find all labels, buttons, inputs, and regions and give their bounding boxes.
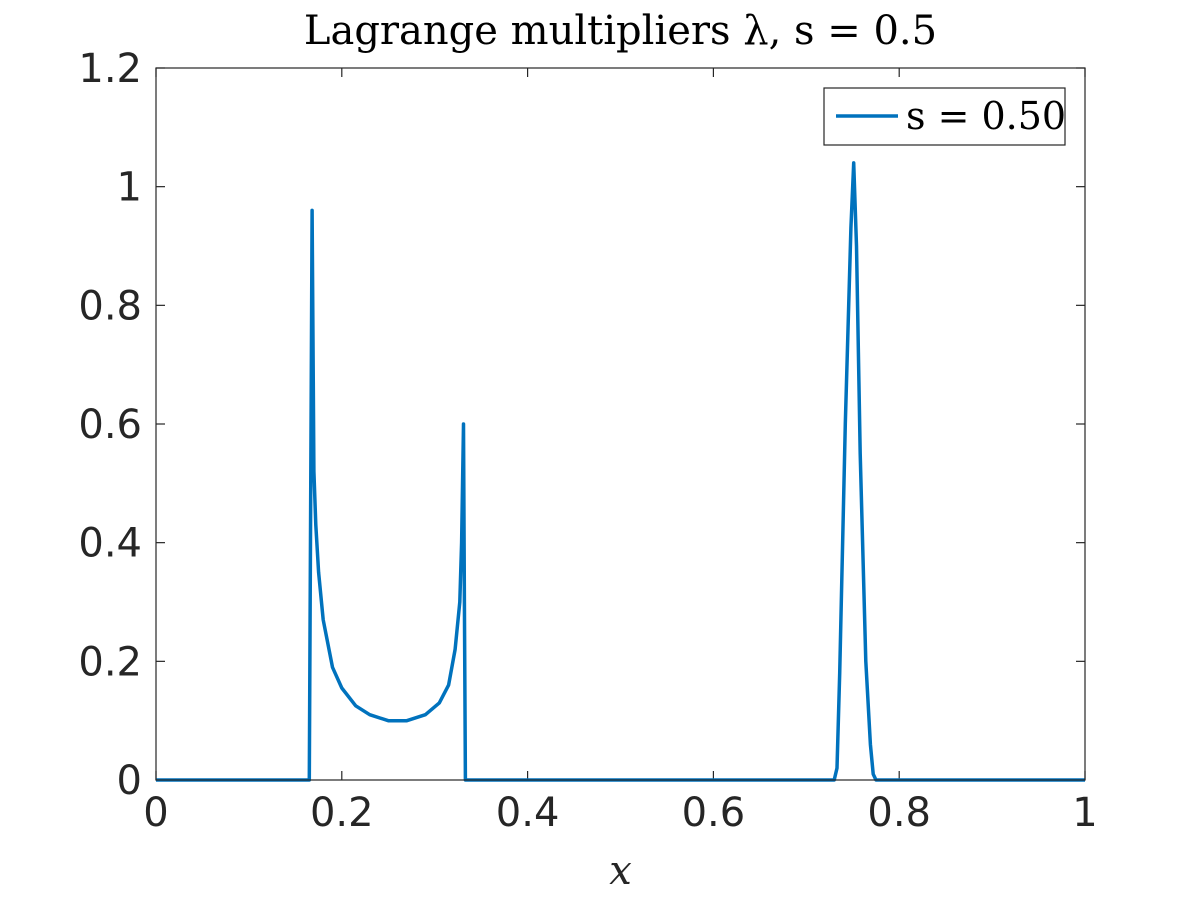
- y-tick-label: 1: [117, 165, 142, 211]
- chart-title: Lagrange multipliers λ, s = 0.5: [304, 8, 937, 54]
- y-tick-label: 1.2: [78, 46, 142, 92]
- x-tick-label: 0: [143, 790, 168, 836]
- x-tick-label: 1: [1072, 790, 1097, 836]
- y-tick-label: 0.8: [78, 283, 142, 329]
- series-line: [156, 161, 1085, 782]
- plot-area: [156, 68, 1085, 780]
- x-axis-label: x: [609, 848, 632, 894]
- y-tick-label: 0.2: [78, 639, 142, 685]
- y-tick-label: 0: [117, 758, 142, 804]
- x-tick-label: 0.6: [682, 790, 746, 836]
- x-tick-label: 0.2: [310, 790, 374, 836]
- legend: s = 0.50: [823, 87, 1066, 146]
- y-tick-label: 0.6: [78, 402, 142, 448]
- y-tick-label: 0.4: [78, 521, 142, 567]
- x-tick-label: 0.8: [867, 790, 931, 836]
- x-tick-label: 0.4: [496, 790, 560, 836]
- axes-box: [155, 67, 1086, 781]
- legend-label: s = 0.50: [906, 94, 1066, 138]
- tick-labels: 0 0.2 0.4 0.6 0.8 1 0 0.2 0.4 0.6 0.8 1 1.2: [78, 46, 1097, 836]
